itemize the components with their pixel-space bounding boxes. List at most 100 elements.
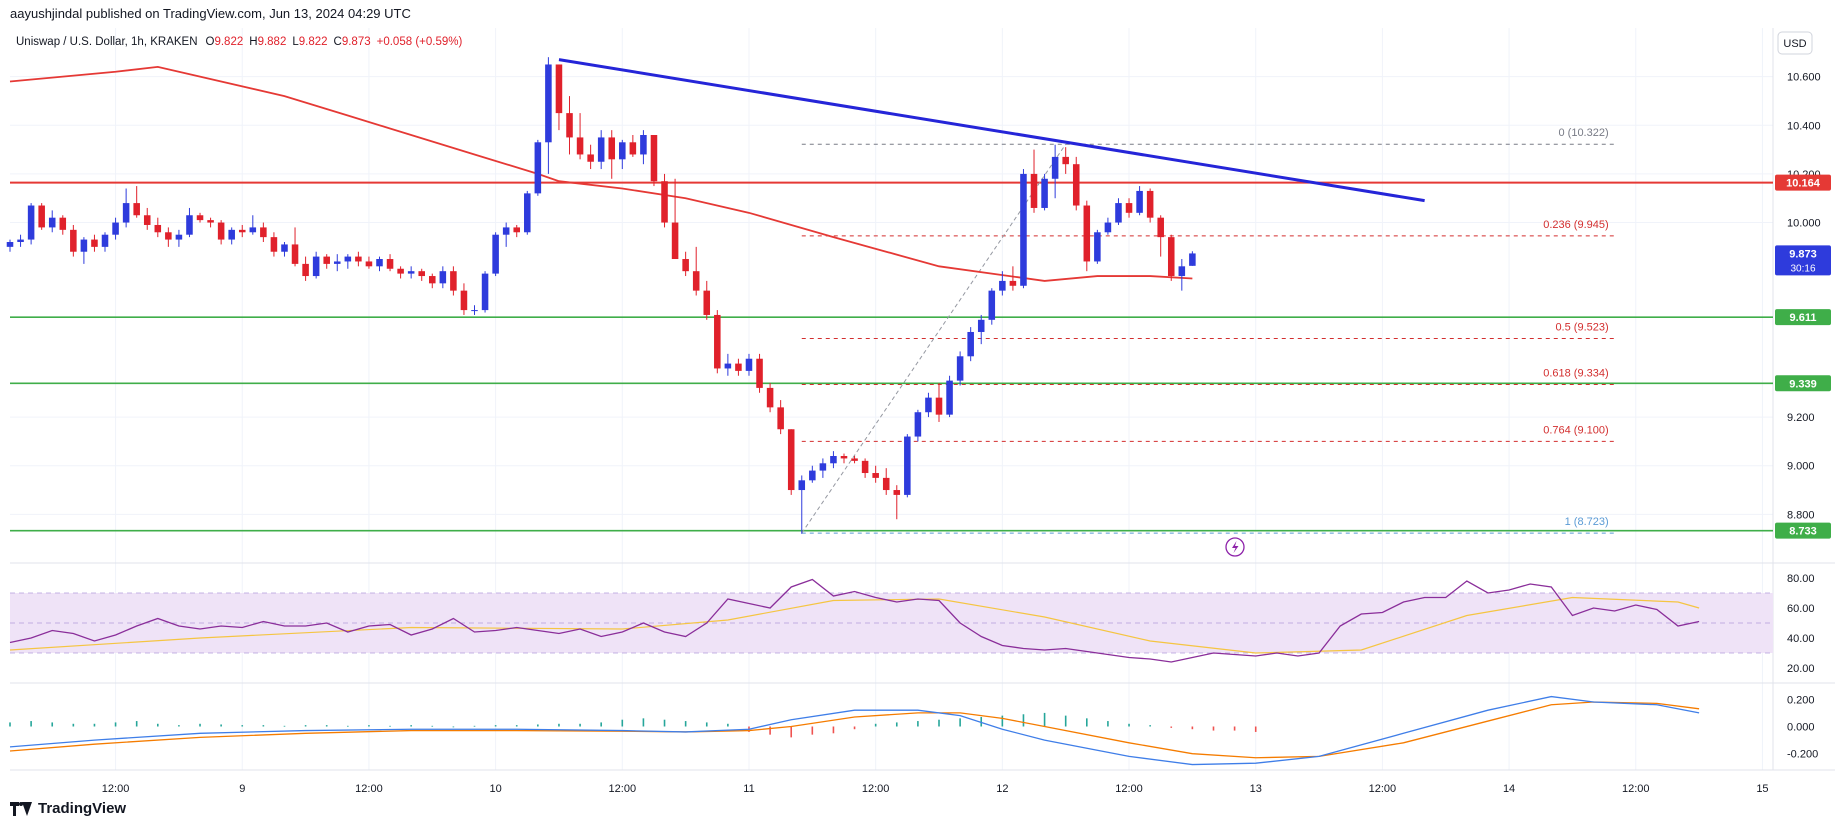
candle-body — [840, 456, 848, 459]
resistance-price-tag: 10.164 — [1775, 174, 1831, 191]
candle-body — [38, 205, 45, 228]
candle-body — [101, 234, 109, 247]
macd-histogram-bar — [473, 725, 476, 727]
price-tick-label: 9.000 — [1787, 461, 1815, 473]
macd-histogram-bar — [558, 723, 560, 727]
candle — [492, 232, 499, 277]
fib-level-label: 0 (10.322) — [1558, 127, 1608, 139]
support-price-tag-bg — [1775, 522, 1831, 539]
candle-body — [302, 263, 309, 277]
candle — [566, 96, 573, 155]
candle-body — [281, 244, 288, 252]
time-tick-label: 14 — [1503, 783, 1515, 795]
candle — [143, 207, 151, 230]
candle — [38, 203, 45, 230]
candle — [629, 135, 637, 157]
candle-body — [650, 135, 658, 182]
candle — [70, 224, 77, 257]
price-tick-label: 9.200 — [1787, 412, 1815, 424]
macd-histogram-bar — [304, 725, 307, 727]
candle — [988, 288, 996, 325]
support-price-tag-bg — [1775, 375, 1831, 392]
candle-body — [977, 319, 985, 332]
candle — [640, 130, 647, 165]
candle — [333, 254, 341, 272]
candle — [819, 458, 827, 478]
candle — [904, 434, 911, 498]
candle — [355, 251, 362, 267]
fib-level-label: 1 (8.723) — [1565, 516, 1609, 528]
candle-body — [851, 458, 858, 461]
candle — [133, 186, 140, 218]
candle — [281, 242, 288, 257]
macd-histogram-bar — [663, 719, 666, 727]
candle — [977, 314, 985, 345]
candle-body — [787, 429, 795, 491]
macd-histogram-bar — [832, 726, 835, 734]
candle — [1062, 147, 1069, 174]
current-price-tag-countdown: 30:16 — [1790, 263, 1815, 274]
candle-body — [1104, 222, 1112, 233]
rsi-tick-label: 60.00 — [1787, 603, 1815, 615]
candle — [291, 227, 299, 267]
candle — [1041, 173, 1048, 211]
macd-histogram-bar — [621, 719, 624, 727]
candle — [882, 468, 890, 495]
candle-body — [925, 397, 932, 413]
candle-body — [165, 232, 172, 240]
candle — [777, 400, 784, 435]
time-axis[interactable]: 12:00 9 12:00 10 12:00 11 12:00 12 12:00 13 12:00 1… — [102, 783, 1769, 795]
candle-body — [882, 477, 890, 491]
currency-button[interactable]: USD — [1777, 31, 1813, 55]
macd-histogram-bar — [135, 721, 138, 727]
candle-body — [692, 271, 700, 291]
candle-body — [1051, 156, 1059, 179]
candle — [91, 234, 98, 252]
candle-body — [861, 460, 869, 474]
time-tick-label: 12:00 — [609, 783, 637, 795]
candle-body — [830, 456, 837, 464]
candle-body — [798, 480, 806, 491]
time-tick-label: 12:00 — [355, 783, 383, 795]
candle-body — [460, 290, 468, 311]
candle-body — [207, 220, 214, 223]
macd-histogram-bar — [727, 723, 729, 727]
candle — [101, 232, 109, 252]
candle-body — [133, 203, 140, 216]
candle — [1072, 156, 1080, 211]
candle — [59, 215, 67, 235]
time-tick-label: 11 — [743, 783, 754, 795]
lightning-alert-icon[interactable] — [1225, 537, 1245, 557]
bearish-trendline — [558, 58, 1425, 203]
candle-body — [534, 142, 542, 194]
candle-body — [872, 473, 879, 478]
candle — [946, 375, 953, 418]
macd-histogram-bar — [241, 725, 244, 727]
candle — [154, 217, 162, 238]
support-price-tag: 9.611 — [1775, 309, 1831, 326]
candle — [1178, 259, 1186, 291]
macd-histogram-bar — [51, 722, 54, 727]
candle-body — [1167, 237, 1175, 277]
symbol-title: Uniswap / U.S. Dollar, 1h, KRAKEN O9.822 H… — [16, 36, 462, 48]
candle — [1136, 186, 1143, 216]
tradingview-logo[interactable]: TradingView — [10, 800, 126, 817]
candle-body — [682, 259, 689, 272]
candle — [429, 273, 436, 289]
candle — [925, 392, 932, 418]
candle — [787, 429, 795, 495]
macd-histogram-bar — [156, 723, 159, 727]
candle — [386, 254, 394, 272]
time-tick-label: 12:00 — [102, 783, 130, 795]
macd-histogram-bar — [642, 718, 645, 727]
candle-body — [1041, 178, 1048, 208]
candle-body — [186, 215, 193, 235]
candle-body — [355, 256, 362, 262]
candle-body — [228, 229, 235, 240]
candle — [471, 305, 478, 315]
candle-body — [323, 256, 330, 264]
candle — [513, 224, 521, 238]
fib-level-label: 0.236 (9.945) — [1543, 219, 1608, 231]
macd-histogram-bar — [1170, 726, 1173, 728]
price-axis[interactable]: 10.60010.40010.20010.0009.2009.0008.8008… — [1775, 72, 1831, 761]
